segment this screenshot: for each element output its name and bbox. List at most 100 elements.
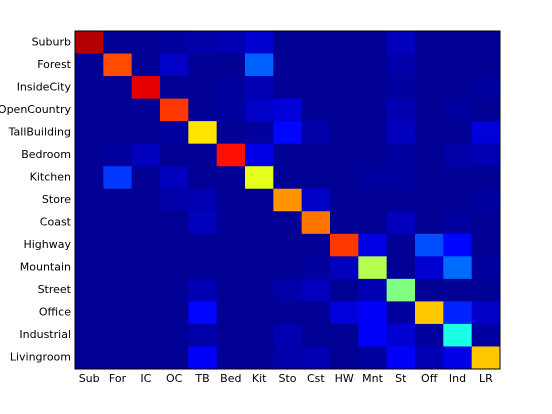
cell [301,98,331,122]
row-label: Street [38,283,72,296]
cell [471,121,501,145]
cell [358,31,388,55]
cell [131,211,161,235]
cell [188,98,218,122]
cell [216,323,246,347]
cell [160,301,189,325]
row-label: Industrial [19,328,71,341]
cell [103,278,133,302]
cell [103,256,133,280]
cell [443,166,473,190]
cell [330,323,359,347]
cell [273,211,303,235]
cell [471,98,501,122]
cell [358,256,388,280]
col-label: Off [421,372,438,385]
row-label: Suburb [32,35,71,48]
cell [415,301,444,325]
cell [386,323,416,347]
cell [301,323,331,347]
cell [415,76,444,100]
cell [415,121,444,145]
cell [160,211,189,235]
cell [75,76,104,100]
cell [415,211,444,235]
cell [471,323,501,347]
cell [301,301,331,325]
cell [471,301,501,325]
cell [75,323,104,347]
row-label: Office [39,306,71,319]
cell [358,188,388,212]
cell [131,121,161,145]
cell [245,323,274,347]
cell [301,211,331,235]
cell [301,53,331,77]
cell [301,31,331,55]
cell [75,211,104,235]
cell [188,53,218,77]
cell [273,346,303,370]
cell [443,188,473,212]
row-label: OpenCountry [0,103,71,116]
cell [273,166,303,190]
cell [386,301,416,325]
cell [273,76,303,100]
cell [160,31,189,55]
cell [415,233,444,257]
cell [131,31,161,55]
cell [273,98,303,122]
cell [301,346,331,370]
cell [216,256,246,280]
cell [443,323,473,347]
cell [330,166,359,190]
col-label: Ind [449,372,466,385]
cell [75,121,104,145]
cell [443,301,473,325]
cell [160,76,189,100]
cell [188,121,218,145]
cell [330,98,359,122]
cell [415,323,444,347]
cell [301,121,331,145]
cell [471,166,501,190]
cell [245,76,274,100]
cell [330,31,359,55]
cell [301,233,331,257]
cell [301,278,331,302]
cell [103,323,133,347]
cell [471,53,501,77]
cell [75,233,104,257]
cell [245,143,274,167]
cell [330,346,359,370]
cell [330,211,359,235]
cell [358,98,388,122]
cell [216,211,246,235]
cell [471,76,501,100]
cell [75,346,104,370]
cell [131,323,161,347]
cell [330,121,359,145]
cell [415,98,444,122]
cell [160,323,189,347]
cell [471,188,501,212]
cell [386,188,416,212]
cell [103,121,133,145]
row-label: Livingroom [10,351,71,364]
cell [386,143,416,167]
cell [131,256,161,280]
cell [443,121,473,145]
col-label: For [109,372,127,385]
col-label: IC [140,372,151,385]
cell [273,301,303,325]
cell [188,278,218,302]
cell [75,143,104,167]
cell [131,233,161,257]
cell [160,256,189,280]
cell [471,256,501,280]
cell [103,98,133,122]
cell [188,211,218,235]
cell [103,233,133,257]
cell [443,98,473,122]
